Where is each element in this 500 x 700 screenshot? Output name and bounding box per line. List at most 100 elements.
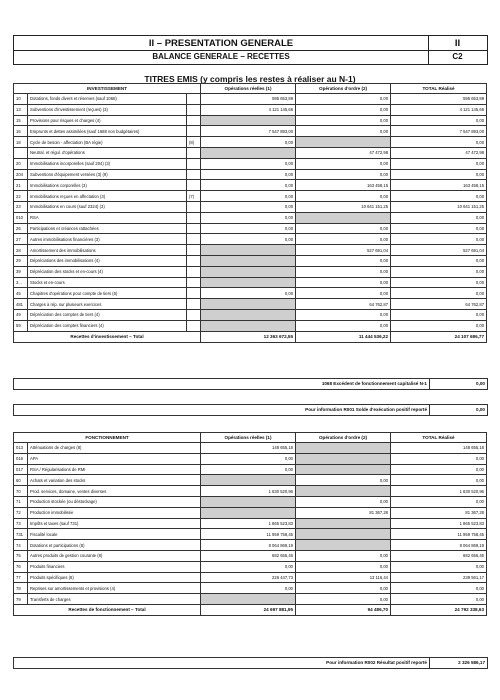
row-label: Dotations, fonds divers et réserves (sau… bbox=[27, 93, 187, 105]
row-code: 016 bbox=[13, 452, 28, 465]
row-reel: 4 121 145,66 bbox=[200, 103, 297, 116]
row-total: 1 865 523,83 bbox=[390, 517, 488, 530]
row-reel: 0,00 bbox=[200, 452, 297, 465]
table-row: 016 APA 0,00 0,00 bbox=[13, 452, 488, 465]
row-label: Produits spécifiques (8) bbox=[26, 571, 202, 584]
row-label: Reprises sur amortissements et provision… bbox=[26, 582, 202, 595]
row-note: (8) bbox=[185, 136, 202, 148]
row-code: 18 bbox=[13, 136, 28, 148]
row-code: 28 bbox=[13, 244, 28, 256]
row-reel bbox=[200, 265, 297, 278]
row-code: 71 bbox=[13, 495, 28, 508]
table-row: 481 Charges à rép. sur plusieurs exercice… bbox=[13, 298, 488, 310]
row-total: 0,00 bbox=[390, 233, 488, 246]
table-row: 27 Autres immobilisations financières (3)… bbox=[13, 233, 488, 246]
page-code: C2 bbox=[452, 52, 463, 61]
row-total: 148 655,18 bbox=[390, 442, 488, 454]
table-row: 49 Dépréciation des comptes de tiers (4) 0… bbox=[13, 308, 488, 321]
table-row: Neutral. et régul. d'opérations 47 472,98… bbox=[13, 146, 488, 159]
row-ordre bbox=[295, 528, 392, 541]
page-title: II – PRESENTATION GENERALE bbox=[14, 37, 428, 51]
row-ordre: 0,00 bbox=[295, 190, 392, 202]
row-label: Subventions d'équipement versées (3) (9) bbox=[27, 168, 187, 181]
resultat-r002-value: 2 326 586,17 bbox=[429, 658, 487, 668]
row-total: 0,00 bbox=[390, 276, 488, 289]
col-total-header: TOTAL Réalisé bbox=[390, 83, 488, 94]
row-ordre: 0,00 bbox=[295, 103, 392, 116]
row-label: Autres produits de gestion courante (8) bbox=[26, 549, 202, 562]
row-reel: 7 547 893,00 bbox=[200, 125, 297, 138]
row-note bbox=[185, 200, 202, 213]
total-ordre: 11 444 536,22 bbox=[295, 330, 392, 343]
row-code: 13 bbox=[13, 103, 28, 116]
row-ordre bbox=[295, 211, 392, 224]
row-total: 1 630 520,96 bbox=[390, 485, 488, 497]
col-reel-header: Opérations réelles (1) bbox=[200, 432, 297, 443]
row-code: 49 bbox=[13, 308, 28, 321]
row-total: 239 561,17 bbox=[390, 571, 488, 584]
row-total: 0,00 bbox=[390, 582, 488, 595]
total-ordre: 94 486,70 bbox=[295, 603, 392, 616]
row-ordre: 0,00 bbox=[295, 233, 392, 246]
row-ordre: 0,00 bbox=[295, 168, 392, 181]
table-row: 22 Immobilisations reçues en affectation … bbox=[13, 190, 488, 202]
row-ordre: 0,00 bbox=[295, 157, 392, 170]
row-note bbox=[185, 298, 202, 310]
table-row: 45 Chapitres d'opérations pour compte de … bbox=[13, 287, 488, 300]
row-label: Production immobilisée bbox=[26, 506, 202, 519]
row-label: Dépréciations des immobilisations (4) bbox=[27, 254, 187, 267]
row-reel bbox=[200, 244, 297, 256]
row-ordre: 163 458,15 bbox=[295, 179, 392, 192]
row-reel bbox=[200, 308, 297, 321]
row-total: 0,00 bbox=[390, 560, 488, 573]
row-code: 21 bbox=[13, 179, 28, 192]
row-note bbox=[185, 103, 202, 116]
row-ordre: 10 641 151,25 bbox=[295, 200, 392, 213]
col-total-header: TOTAL Réalisé bbox=[390, 432, 488, 443]
row-note bbox=[185, 254, 202, 267]
row-total: 0,00 bbox=[390, 136, 488, 148]
row-ordre bbox=[295, 517, 392, 530]
row-note bbox=[185, 244, 202, 256]
row-note bbox=[185, 168, 202, 181]
solde-execution-box: Pour information R001 Solde d'exécution … bbox=[13, 404, 488, 416]
row-ordre: 0,00 bbox=[295, 265, 392, 278]
col-reel-header: Opérations réelles (1) bbox=[200, 83, 297, 94]
row-note bbox=[185, 222, 202, 235]
row-label: APA bbox=[26, 452, 202, 465]
row-code: 60 bbox=[13, 474, 28, 487]
header-code: II C2 bbox=[428, 36, 487, 64]
row-label: Autres immobilisations financières (3) bbox=[27, 233, 187, 246]
table-row: 75 Autres produits de gestion courante (8… bbox=[13, 549, 488, 562]
row-total: 163 458,15 bbox=[390, 179, 488, 192]
resultat-r002-label: Pour information R002 Résultat positif r… bbox=[326, 660, 427, 665]
table-row: 20 Immobilisations incorporelles (sauf 20… bbox=[13, 157, 488, 170]
row-ordre: 64 762,87 bbox=[295, 298, 392, 310]
row-reel bbox=[200, 495, 297, 508]
row-label: Production stockée (ou déstockage) bbox=[26, 495, 202, 508]
row-ordre bbox=[295, 485, 392, 497]
table-row: 29 Dépréciations des immobilisations (4) 0… bbox=[13, 254, 488, 267]
row-note bbox=[185, 157, 202, 170]
total-reel: 12 363 672,55 bbox=[200, 330, 297, 343]
solde-execution-label: Pour information R001 Solde d'exécution … bbox=[305, 407, 427, 412]
table-row: 23 Immobilisations en cours (sauf 2324) (… bbox=[13, 200, 488, 213]
row-ordre bbox=[295, 452, 392, 465]
row-label: Participations et créances rattachées bbox=[27, 222, 187, 235]
row-ordre bbox=[295, 539, 392, 551]
excedent-1068-box: 1068 Excédent de fonctionnement capitali… bbox=[13, 378, 488, 390]
col-ordre-header: Opérations d'ordre (2) bbox=[295, 83, 392, 94]
total-label: Recettes de fonctionnement – Total bbox=[12, 603, 202, 616]
row-reel: 0,00 bbox=[200, 200, 297, 213]
row-note bbox=[185, 179, 202, 192]
table-row: 10 Dotations, fonds divers et réserves (s… bbox=[13, 93, 488, 105]
row-label: Subventions d'investissement (reçues) (3… bbox=[27, 103, 187, 116]
row-code: 70 bbox=[13, 485, 28, 497]
row-label: RSA / Régularisations de RMI bbox=[26, 463, 202, 476]
table-row: 59 Dépréciation des comptes financiers (4… bbox=[13, 319, 488, 332]
row-ordre: 0,00 bbox=[295, 308, 392, 321]
row-label: RSA bbox=[27, 211, 187, 224]
row-total: 11 959 758,45 bbox=[390, 528, 488, 541]
total-total: 24 792 338,63 bbox=[390, 603, 488, 616]
table-row: 26 Participations et créances rattachées 0… bbox=[13, 222, 488, 235]
